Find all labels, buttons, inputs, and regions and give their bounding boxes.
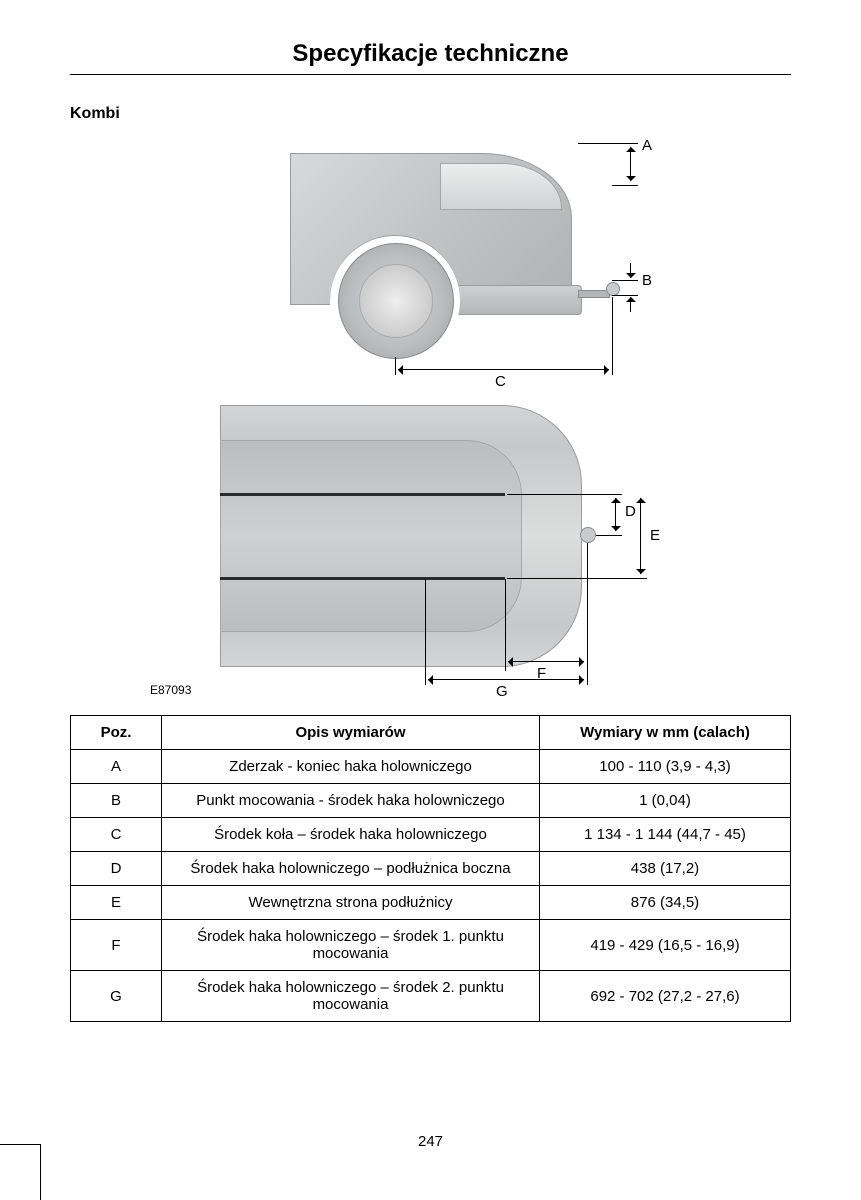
cell-poz: F [71,920,162,971]
table-row: E Wewnętrzna strona podłużnicy 876 (34,5… [71,886,791,920]
dim-label-c: C [495,373,506,390]
figure-id: E87093 [150,683,191,697]
car-topdown-inner [220,440,522,632]
cell-dim: 438 (17,2) [540,852,791,886]
page-title: Specyfikacje techniczne [70,40,791,68]
tow-hitch-shape [578,290,610,298]
th-dim: Wymiary w mm (calach) [540,716,791,750]
page-corner-mark [0,1144,41,1200]
mounting-rail-1 [220,493,505,496]
tow-ball-top-shape [580,527,596,543]
th-poz: Poz. [71,716,162,750]
cell-dim: 692 - 702 (27,2 - 27,6) [540,971,791,1022]
cell-desc: Środek haka holowniczego – środek 2. pun… [162,971,540,1022]
cell-desc: Wewnętrzna strona podłużnicy [162,886,540,920]
table-row: F Środek haka holowniczego – środek 1. p… [71,920,791,971]
table-header-row: Poz. Opis wymiarów Wymiary w mm (calach) [71,716,791,750]
wheel-shape [338,243,454,359]
cell-poz: D [71,852,162,886]
section-subheading: Kombi [70,105,791,123]
cell-dim: 1 134 - 1 144 (44,7 - 45) [540,818,791,852]
cell-dim: 1 (0,04) [540,784,791,818]
mounting-rail-2 [220,577,505,580]
dimensions-table: Poz. Opis wymiarów Wymiary w mm (calach)… [70,715,791,1022]
cell-desc: Środek haka holowniczego – środek 1. pun… [162,920,540,971]
table-row: D Środek haka holowniczego – podłużnica … [71,852,791,886]
dim-label-d: D [625,503,636,520]
table-row: C Środek koła – środek haka holowniczego… [71,818,791,852]
table-row: G Środek haka holowniczego – środek 2. p… [71,971,791,1022]
cell-poz: G [71,971,162,1022]
cell-desc: Środek haka holowniczego – podłużnica bo… [162,852,540,886]
cell-desc: Zderzak - koniec haka holowniczego [162,750,540,784]
technical-figure: A B C D E [70,135,791,705]
tow-ball-shape [606,282,620,296]
page-number: 247 [0,1133,861,1150]
dim-label-e: E [650,527,660,544]
cell-dim: 100 - 110 (3,9 - 4,3) [540,750,791,784]
cell-desc: Środek koła – środek haka holowniczego [162,818,540,852]
table-row: A Zderzak - koniec haka holowniczego 100… [71,750,791,784]
figure-side-view: A B C [290,135,660,370]
cell-poz: A [71,750,162,784]
cell-poz: E [71,886,162,920]
dim-label-b: B [642,272,652,289]
figure-top-view: D E F G [220,395,660,685]
dim-label-g: G [496,683,508,700]
table-row: B Punkt mocowania - środek haka holownic… [71,784,791,818]
th-desc: Opis wymiarów [162,716,540,750]
dim-label-a: A [642,137,652,154]
cell-poz: B [71,784,162,818]
cell-poz: C [71,818,162,852]
cell-dim: 419 - 429 (16,5 - 16,9) [540,920,791,971]
title-rule [70,74,791,75]
cell-dim: 876 (34,5) [540,886,791,920]
cell-desc: Punkt mocowania - środek haka holownicze… [162,784,540,818]
